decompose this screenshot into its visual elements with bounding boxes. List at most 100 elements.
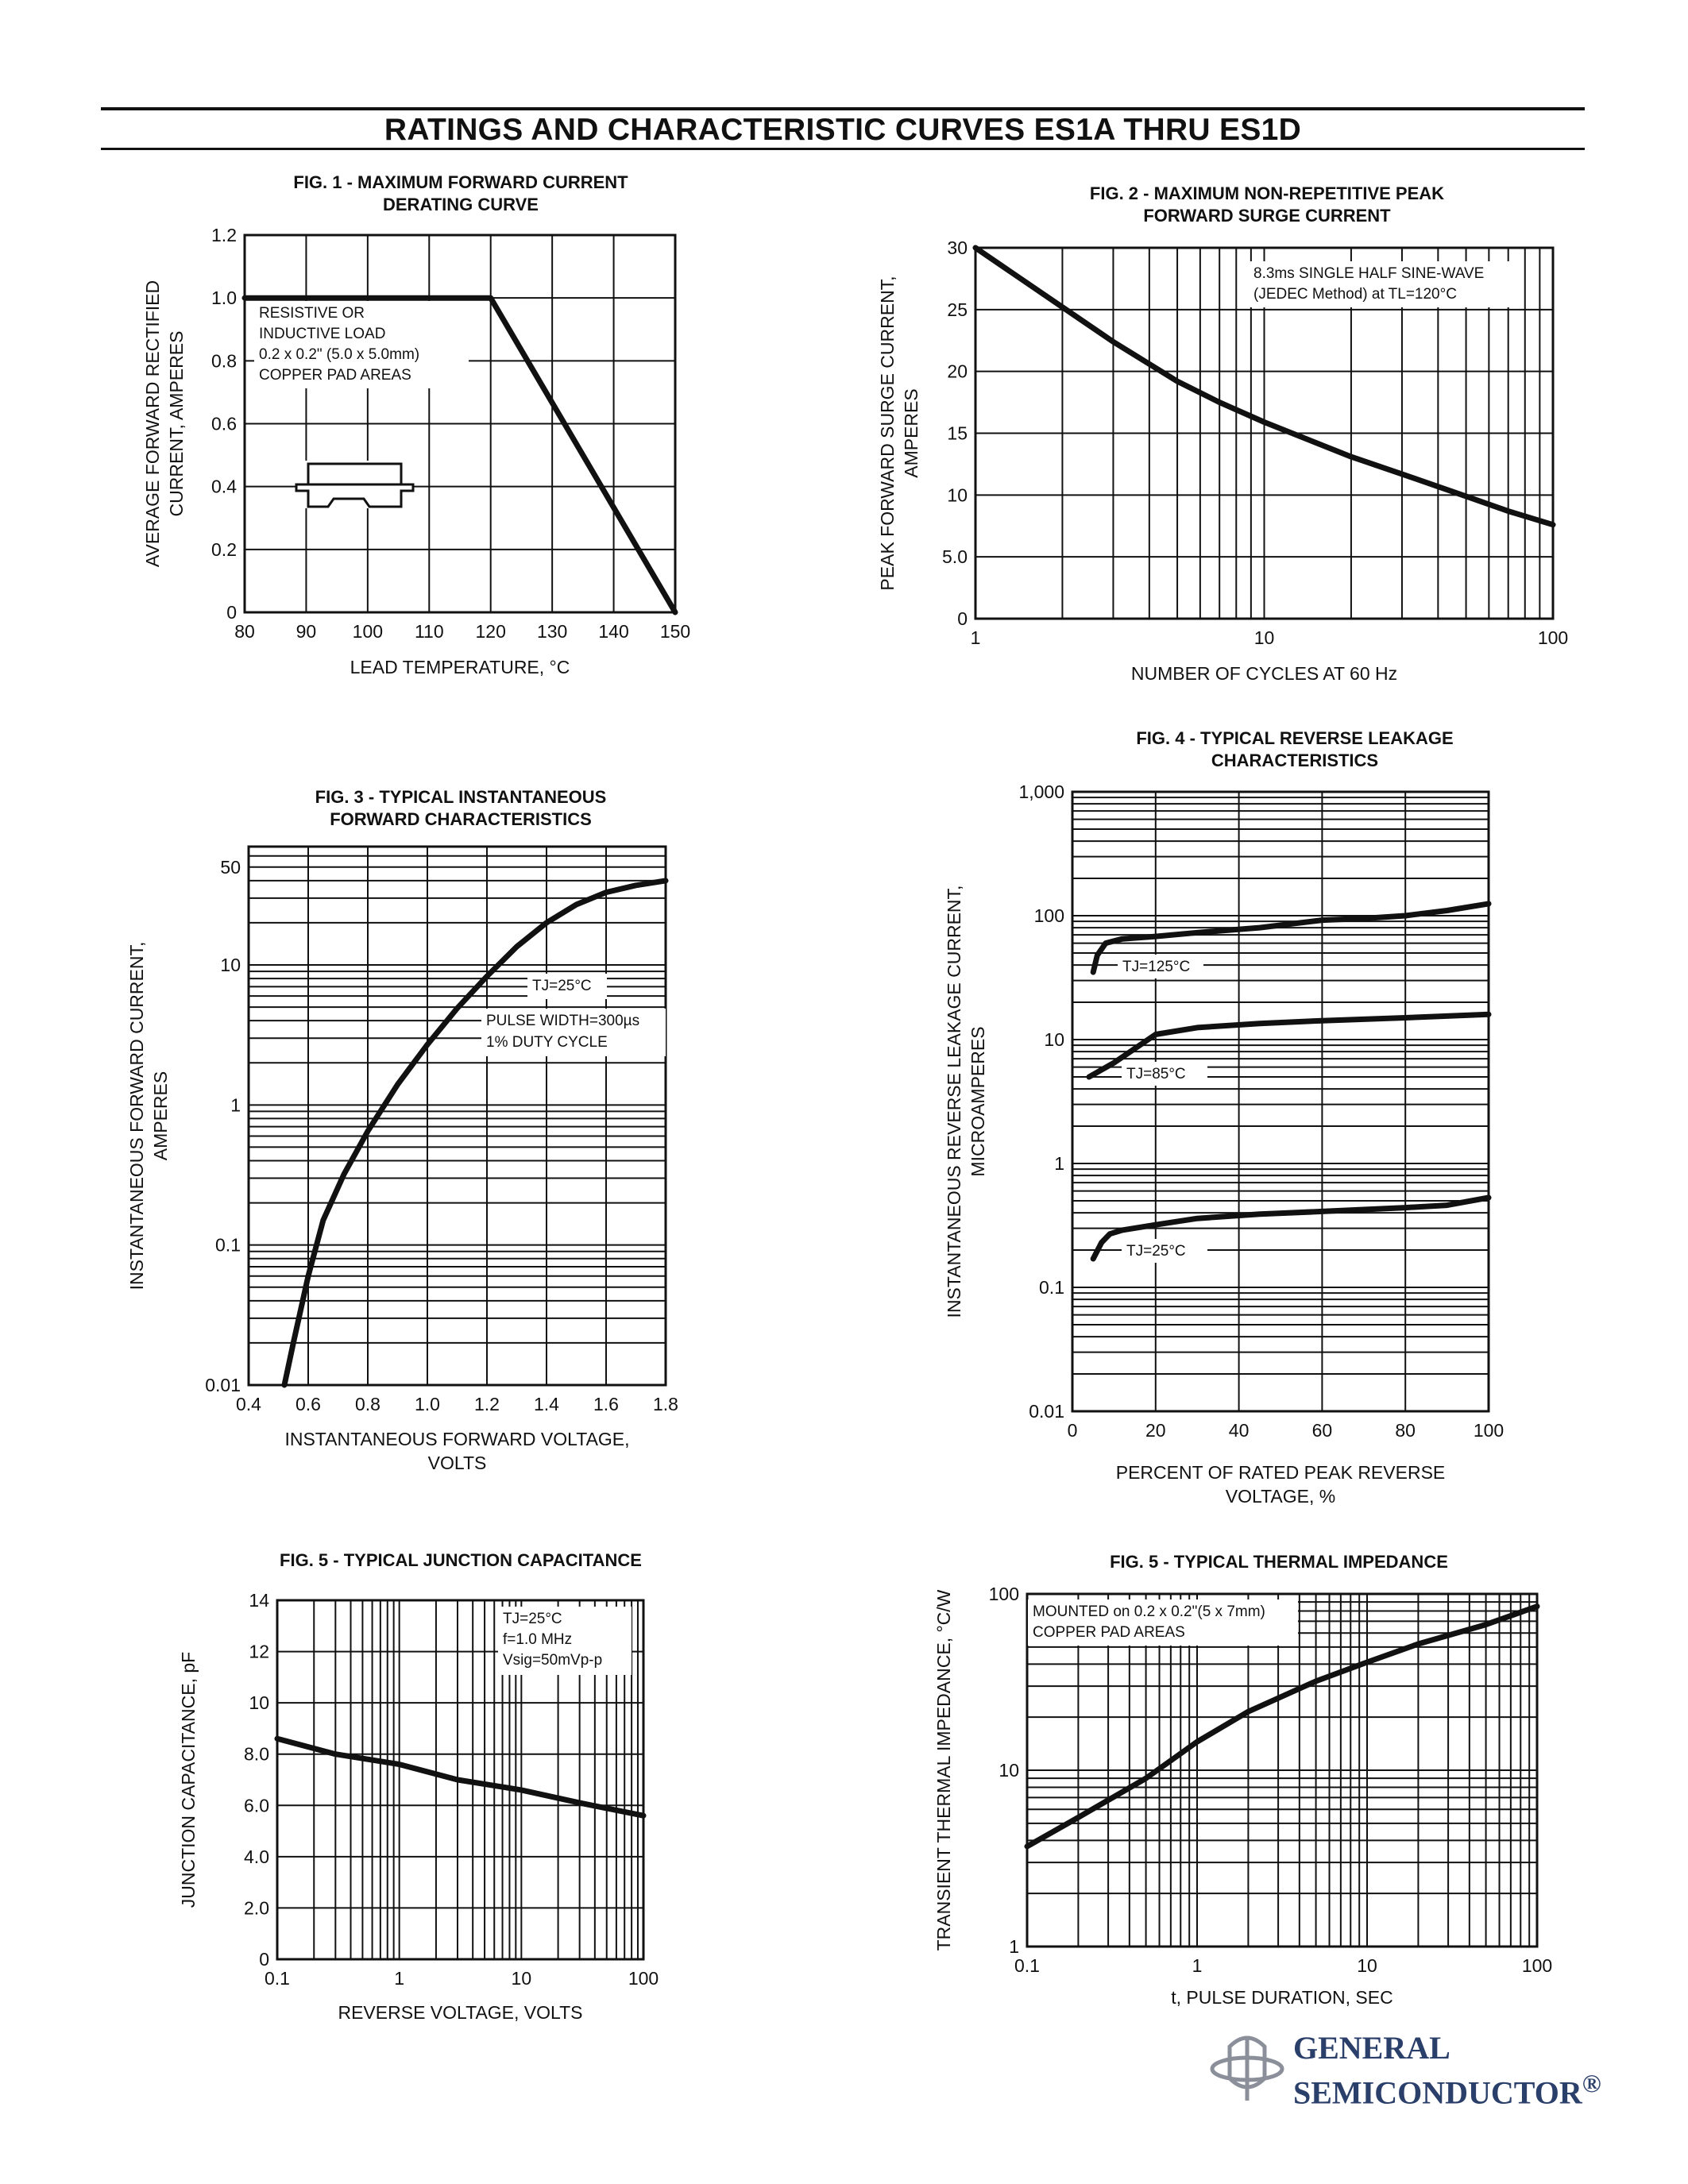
fig3-x-tick-label: 0.4 bbox=[236, 1394, 261, 1414]
fig4-y-tick-label: 100 bbox=[1034, 905, 1064, 926]
fig4-series-label-background bbox=[1122, 1239, 1207, 1263]
fig2-plot-frame bbox=[974, 246, 1555, 620]
fig5-x-tick-label: 100 bbox=[628, 1968, 659, 1989]
fig4-x-tick-label: 80 bbox=[1395, 1420, 1416, 1441]
fig2-y-tick-label: 0 bbox=[957, 608, 968, 629]
fig2-plot: 1 10 100 0 5.0 10 15 20 25 30 NUMBER OF CYCLES AT … bbox=[877, 237, 1568, 684]
fig4-series-2-line bbox=[1086, 1011, 1492, 1080]
fig2-y-tick-label: 5.0 bbox=[942, 546, 968, 567]
fig3-x-tick-label: 1.8 bbox=[653, 1394, 678, 1414]
fig1-title: FIG. 1 - MAXIMUM FORWARD CURRENT DERATIN… bbox=[293, 172, 628, 214]
fig1-y-tick-label: 0.2 bbox=[211, 539, 237, 560]
general-semiconductor-logo-icon bbox=[1210, 2035, 1284, 2101]
fig1-series-1-line bbox=[241, 295, 678, 615]
fig6-x-tick-label: 1 bbox=[1192, 1955, 1203, 1976]
fig3-annotation: PULSE WIDTH=300µs bbox=[486, 1013, 639, 1029]
fig5-series-1-line bbox=[274, 1735, 647, 1819]
fig6-x-tick-label: 10 bbox=[1357, 1955, 1377, 1976]
fig4-x-axis-label: PERCENT OF RATED PEAK REVERSE bbox=[1116, 1462, 1446, 1483]
brand-line2: SEMICONDUCTOR bbox=[1293, 2074, 1582, 2111]
fig1-plot: 80 90 100 110 120 130 140 150 0 0.2 0.4 0.6 0.8 1.0 1.… bbox=[142, 225, 690, 677]
fig3-y-tick-label: 0.1 bbox=[215, 1235, 241, 1256]
fig1-y-tick-label: 0.6 bbox=[211, 414, 237, 434]
fig4-plot: 0 20 40 60 80 100 0.01 0.1 1 10 100 1,000 PERCENT OF… bbox=[944, 781, 1504, 1507]
fig3-y-tick-label: 10 bbox=[220, 955, 241, 975]
fig5-annotation: TJ=25°C bbox=[503, 1611, 562, 1627]
fig2-y-tick-label: 10 bbox=[947, 484, 968, 505]
fig6-y-tick-label: 100 bbox=[989, 1584, 1019, 1604]
fig5-y-tick-label: 8.0 bbox=[244, 1744, 269, 1765]
fig4-y-tick-label: 0.1 bbox=[1039, 1277, 1064, 1298]
fig2-x-tick-label: 1 bbox=[971, 627, 981, 648]
fig4-series-label-background bbox=[1122, 1062, 1207, 1086]
fig1-y-axis-label: AVERAGE FORWARD RECTIFIED bbox=[142, 280, 163, 567]
fig6-y-axis-label: TRANSIENT THERMAL IMPEDANCE, °C/W bbox=[933, 1589, 954, 1951]
fig1-x-tick-label: 80 bbox=[234, 621, 255, 642]
fig6-y-tick-label: 10 bbox=[999, 1760, 1019, 1781]
fig1-y-tick-label: 0.4 bbox=[211, 477, 237, 497]
fig1-y-tick-label: 1.2 bbox=[211, 225, 237, 245]
fig3-annotation-background bbox=[527, 974, 607, 999]
fig1-x-tick-label: 110 bbox=[415, 621, 444, 642]
fig3-x-tick-label: 1.6 bbox=[593, 1394, 619, 1414]
brand-logo: GENERAL SEMICONDUCTOR® bbox=[1206, 2029, 1603, 2116]
fig4-title: FIG. 4 - TYPICAL REVERSE LEAKAGE CHARACT… bbox=[1136, 728, 1454, 770]
fig4-series-label: TJ=85°C bbox=[1126, 1066, 1186, 1082]
fig3-x-axis-label: VOLTS bbox=[428, 1453, 487, 1473]
fig4-x-tick-label: 40 bbox=[1229, 1420, 1250, 1441]
fig6-x-tick-label: 0.1 bbox=[1014, 1955, 1040, 1976]
fig6-x-tick-label: 100 bbox=[1522, 1955, 1552, 1976]
fig3-y-tick-label: 50 bbox=[220, 857, 241, 878]
fig1-y-tick-label: 1.0 bbox=[211, 287, 237, 308]
fig3-x-tick-label: 1.0 bbox=[415, 1394, 440, 1414]
fig3-y-axis-label: AMPERES bbox=[150, 1071, 171, 1160]
fig6-title: FIG. 5 - TYPICAL THERMAL IMPEDANCE bbox=[1110, 1552, 1448, 1572]
fig1-plot-frame bbox=[243, 233, 677, 614]
fig3-annotation: TJ=25°C bbox=[532, 978, 592, 994]
fig5-y-tick-label: 14 bbox=[249, 1590, 269, 1611]
fig1-y-tick-label: 0 bbox=[226, 602, 237, 623]
fig1-annotation-background bbox=[254, 301, 469, 388]
fig5-annotation-background bbox=[498, 1607, 632, 1675]
fig3-x-tick-label: 1.4 bbox=[534, 1394, 559, 1414]
fig6-plot-frame bbox=[1026, 1592, 1539, 1948]
fig5-plot-frame bbox=[276, 1599, 645, 1961]
fig4-series-label-background bbox=[1118, 955, 1203, 978]
fig1-annotation: INDUCTIVE LOAD bbox=[259, 326, 385, 342]
fig1-x-tick-label: 100 bbox=[353, 621, 383, 642]
fig1-x-tick-label: 140 bbox=[598, 621, 628, 642]
fig4-x-tick-label: 0 bbox=[1068, 1420, 1078, 1441]
fig1-annotation: 0.2 x 0.2" (5.0 x 5.0mm) bbox=[259, 346, 419, 363]
fig5-y-tick-label: 0 bbox=[259, 1949, 269, 1970]
fig1-x-tick-label: 120 bbox=[476, 621, 506, 642]
title-rule bbox=[101, 148, 1585, 150]
fig5-y-tick-label: 12 bbox=[249, 1642, 269, 1662]
fig2-x-tick-label: 100 bbox=[1538, 627, 1568, 648]
fig3-annotation: 1% DUTY CYCLE bbox=[486, 1034, 608, 1051]
fig5-y-tick-label: 4.0 bbox=[244, 1846, 269, 1867]
fig3-plot-frame bbox=[247, 845, 667, 1387]
package-outline-icon bbox=[295, 461, 415, 508]
fig3-y-tick-label: 1 bbox=[230, 1094, 241, 1115]
fig4-series-label: TJ=25°C bbox=[1126, 1243, 1186, 1260]
fig1-y-tick-label: 0.8 bbox=[211, 350, 237, 371]
fig2-annotation: (JEDEC Method) at TL=120°C bbox=[1253, 286, 1457, 303]
fig4-x-axis-label: VOLTAGE, % bbox=[1226, 1486, 1335, 1507]
fig4-x-tick-label: 20 bbox=[1145, 1420, 1166, 1441]
fig5-x-tick-label: 1 bbox=[394, 1968, 404, 1989]
fig4-y-axis-label: INSTANTANEOUS REVERSE LEAKAGE CURRENT, bbox=[944, 886, 964, 1318]
fig4-y-tick-label: 0.01 bbox=[1029, 1401, 1064, 1422]
fig5-annotation: Vsig=50mVp-p bbox=[503, 1652, 602, 1669]
fig2-y-tick-label: 30 bbox=[947, 237, 968, 258]
fig6-annotation: MOUNTED on 0.2 x 0.2"(5 x 7mm) bbox=[1033, 1603, 1265, 1620]
fig4-y-tick-label: 10 bbox=[1044, 1029, 1064, 1050]
fig2-annotation-background bbox=[1249, 261, 1511, 307]
fig1-annotation: RESISTIVE OR bbox=[259, 305, 365, 322]
fig5-y-tick-label: 6.0 bbox=[244, 1795, 269, 1815]
fig4-y-tick-label: 1 bbox=[1054, 1153, 1064, 1174]
fig5-y-axis-label: JUNCTION CAPACITANCE, pF bbox=[178, 1652, 199, 1908]
fig4-x-tick-label: 60 bbox=[1312, 1420, 1333, 1441]
fig5-plot: 0.1 1 10 100 0 2.0 4.0 6.0 8.0 10 12 14 REVERSE VOLT… bbox=[178, 1590, 659, 2023]
